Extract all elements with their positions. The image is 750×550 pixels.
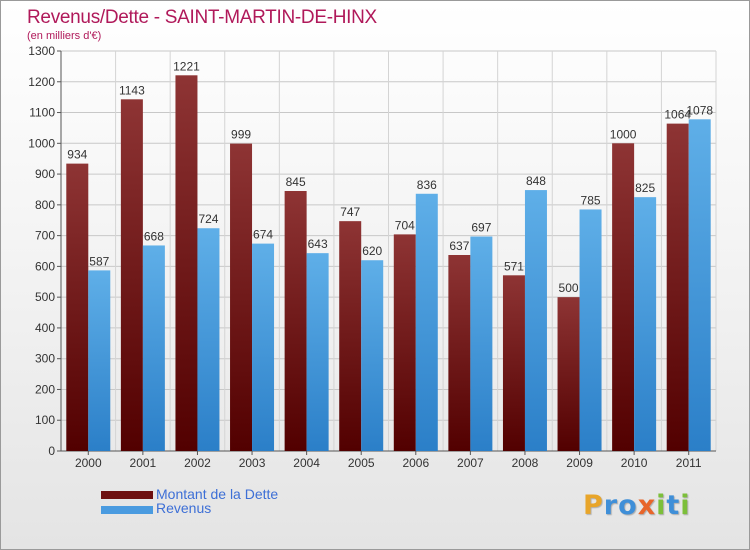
y-tick-label: 1100: [29, 106, 55, 120]
x-tick-label: 2008: [512, 456, 539, 470]
bar-dette: [66, 163, 89, 451]
y-tick-label: 600: [35, 259, 55, 273]
data-label-revenus: 674: [253, 228, 273, 242]
y-tick-label: 1300: [28, 44, 55, 58]
y-tick-label: 100: [35, 413, 55, 427]
bar-revenus: [470, 236, 493, 451]
data-label-dette: 500: [559, 281, 579, 295]
bar-dette: [393, 234, 416, 451]
bar-dette: [612, 143, 635, 452]
bar-revenus: [142, 245, 165, 451]
proxiti-logo: Proxiti: [583, 490, 691, 521]
x-tick-label: 2010: [621, 456, 648, 470]
data-label-dette: 845: [286, 175, 306, 189]
y-tick-label: 1200: [28, 75, 55, 89]
legend-swatch-dette: [101, 491, 153, 499]
y-tick-label: 500: [35, 290, 55, 304]
data-label-revenus: 836: [417, 178, 437, 192]
logo-letter: i: [680, 490, 691, 521]
bar-revenus: [634, 197, 657, 451]
logo-letter: t: [666, 490, 681, 521]
data-label-dette: 637: [449, 239, 469, 253]
y-tick-label: 800: [35, 198, 55, 212]
data-label-revenus: 587: [89, 254, 109, 268]
bar-revenus: [415, 193, 438, 451]
bar-dette: [557, 297, 580, 451]
bar-revenus: [306, 253, 329, 451]
bar-revenus: [252, 243, 275, 451]
data-label-dette: 704: [395, 218, 415, 232]
bar-revenus: [579, 209, 602, 451]
x-tick-label: 2009: [566, 456, 593, 470]
bar-revenus: [361, 260, 384, 451]
y-tick-label: 400: [35, 321, 55, 335]
data-label-revenus: 1078: [686, 103, 713, 117]
data-label-revenus: 724: [198, 212, 218, 226]
bar-revenus: [197, 228, 220, 451]
data-labels: 934 587 1143 668 1221 724 999 674 845 643 747 620 70…: [67, 59, 713, 295]
legend-swatch-revenus: [101, 506, 153, 514]
legend-label-revenus: Revenus: [156, 500, 212, 516]
data-label-dette: 934: [67, 148, 87, 162]
chart-subtitle: (en milliers d'€): [27, 30, 102, 42]
x-tick-label: 2002: [184, 456, 211, 470]
data-label-revenus: 825: [635, 181, 655, 195]
x-tick-label: 2005: [348, 456, 375, 470]
bar-revenus: [688, 119, 711, 452]
data-label-revenus: 848: [526, 174, 546, 188]
logo-letter: P: [583, 490, 604, 521]
y-tick-label: 700: [35, 229, 55, 243]
logo-letter: x: [637, 490, 657, 521]
data-label-dette: 571: [504, 259, 524, 273]
axes: 0 100 200 300 400 500 600 700 800 900 1000 1100 1200…: [28, 44, 716, 470]
x-tick-label: 2007: [457, 456, 484, 470]
data-label-dette: 1064: [664, 108, 691, 122]
logo-letter: i: [656, 490, 667, 521]
logo-letter: r: [603, 490, 619, 521]
y-tick-label: 300: [35, 352, 55, 366]
data-label-dette: 1143: [119, 83, 145, 97]
data-label-dette: 1221: [173, 59, 200, 73]
y-tick-label: 0: [48, 444, 55, 458]
data-label-revenus: 620: [362, 244, 382, 258]
y-tick-label: 200: [35, 382, 55, 396]
bar-dette: [339, 221, 362, 451]
data-label-dette: 999: [231, 128, 251, 142]
data-label-revenus: 785: [581, 193, 601, 207]
y-tick-label: 1000: [28, 136, 55, 150]
legend-label-dette: Montant de la Dette: [156, 486, 279, 502]
bar-revenus: [524, 190, 547, 452]
x-tick-label: 2011: [676, 456, 702, 470]
logo-letter: o: [618, 490, 638, 521]
x-tick-label: 2000: [75, 456, 102, 470]
x-tick-label: 2004: [293, 456, 320, 470]
data-label-revenus: 668: [144, 229, 164, 243]
x-tick-label: 2006: [402, 456, 429, 470]
y-tick-label: 900: [35, 167, 55, 181]
bars: [66, 75, 711, 452]
bar-dette: [120, 99, 143, 452]
bar-dette: [502, 275, 525, 451]
data-label-dette: 747: [340, 205, 360, 219]
data-label-revenus: 697: [471, 221, 491, 235]
bar-dette: [175, 75, 198, 452]
bar-revenus: [88, 270, 111, 451]
bar-dette: [448, 255, 471, 451]
data-label-dette: 1000: [610, 127, 637, 141]
chart-title: Revenus/Dette - SAINT-MARTIN-DE-HINX: [27, 7, 377, 28]
x-tick-label: 2003: [239, 456, 266, 470]
bar-dette: [666, 123, 689, 451]
bar-dette: [284, 191, 307, 451]
data-label-revenus: 643: [308, 237, 328, 251]
bar-dette: [230, 143, 253, 451]
x-tick-label: 2001: [130, 456, 157, 470]
